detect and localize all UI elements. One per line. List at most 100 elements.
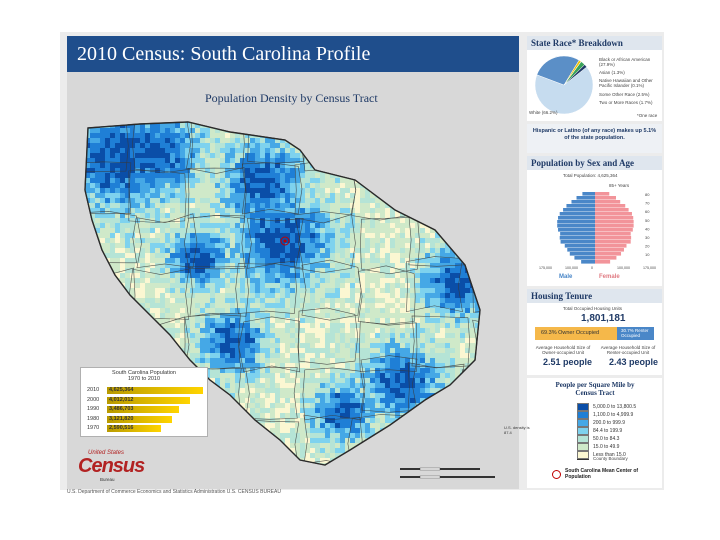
census-tract — [275, 423, 281, 429]
census-tract — [225, 348, 231, 354]
census-tract — [230, 303, 236, 309]
census-tract — [370, 268, 376, 274]
census-tract — [375, 328, 381, 334]
census-tract — [165, 188, 171, 194]
census-tract — [250, 363, 256, 369]
census-tract — [465, 218, 471, 224]
census-tract — [385, 168, 391, 174]
census-tract — [480, 233, 485, 238]
census-tract — [350, 353, 356, 359]
census-tract — [115, 298, 121, 304]
census-tract — [280, 288, 286, 294]
census-tract — [200, 153, 206, 159]
census-tract — [110, 323, 116, 329]
census-tract — [425, 313, 431, 319]
census-tract — [210, 408, 216, 414]
census-tract — [210, 338, 216, 344]
census-tract — [440, 283, 446, 289]
census-tract — [405, 198, 411, 204]
census-tract — [235, 258, 241, 264]
census-tract — [395, 278, 401, 284]
census-tract — [470, 228, 476, 234]
census-tract — [425, 403, 431, 409]
census-tract — [340, 363, 346, 369]
census-tract — [335, 298, 341, 304]
census-tract — [165, 168, 171, 174]
census-tract — [480, 378, 485, 383]
census-tract — [285, 378, 291, 384]
census-tract — [290, 193, 296, 199]
census-tract — [110, 153, 116, 159]
census-tract — [470, 188, 476, 194]
census-tract — [200, 288, 206, 294]
census-tract — [230, 423, 236, 429]
census-tract — [85, 203, 86, 209]
census-tract — [305, 383, 311, 389]
census-tract — [430, 173, 436, 179]
census-tract — [460, 323, 466, 329]
census-tract — [400, 248, 406, 254]
census-tract — [190, 278, 196, 284]
census-tract — [320, 293, 326, 299]
census-tract — [375, 223, 381, 229]
census-tract — [200, 238, 206, 244]
census-tract — [215, 143, 221, 149]
census-tract — [200, 363, 206, 369]
census-tract — [360, 323, 366, 329]
census-tract — [385, 313, 391, 319]
census-tract — [140, 163, 146, 169]
census-tract — [95, 133, 101, 139]
census-tract — [115, 348, 121, 354]
census-tract — [470, 218, 476, 224]
census-tract — [90, 308, 96, 314]
census-tract — [445, 343, 451, 349]
census-tract — [480, 253, 485, 258]
census-tract — [320, 123, 326, 129]
census-tract — [145, 218, 151, 224]
census-tract — [155, 248, 161, 254]
census-tract — [365, 213, 371, 219]
census-tract — [225, 122, 231, 124]
census-tract — [250, 268, 256, 274]
census-tract — [120, 303, 126, 309]
census-tract — [175, 188, 181, 194]
census-tract — [235, 413, 241, 419]
census-tract — [400, 178, 406, 184]
census-tract — [320, 228, 326, 234]
census-tract — [440, 403, 446, 409]
census-tract — [90, 122, 96, 124]
census-tract — [100, 298, 106, 304]
census-tract — [200, 338, 206, 344]
census-tract — [455, 148, 461, 154]
census-tract — [345, 383, 351, 389]
census-tract — [470, 358, 476, 364]
census-tract — [95, 188, 101, 194]
census-tract — [265, 163, 271, 169]
census-tract — [445, 308, 451, 314]
census-tract — [470, 408, 476, 414]
census-tract — [435, 293, 441, 299]
census-tract — [160, 343, 166, 349]
census-tract — [195, 243, 201, 249]
census-tract — [355, 123, 361, 129]
census-tract — [315, 313, 321, 319]
census-tract — [355, 398, 361, 404]
census-tract — [170, 353, 176, 359]
census-tract — [220, 183, 226, 189]
census-tract — [475, 418, 480, 424]
census-tract — [480, 408, 485, 413]
census-tract — [430, 363, 436, 369]
census-tract — [395, 353, 401, 359]
census-tract — [340, 258, 346, 264]
census-tract — [320, 248, 326, 254]
census-tract — [245, 273, 251, 279]
census-tract — [220, 373, 226, 379]
census-tract — [270, 178, 276, 184]
census-tract — [135, 313, 141, 319]
census-tract — [215, 223, 221, 229]
census-tract — [165, 343, 171, 349]
census-tract — [420, 358, 426, 364]
census-tract — [445, 203, 451, 209]
census-tract — [290, 233, 296, 239]
census-tract — [465, 343, 471, 349]
